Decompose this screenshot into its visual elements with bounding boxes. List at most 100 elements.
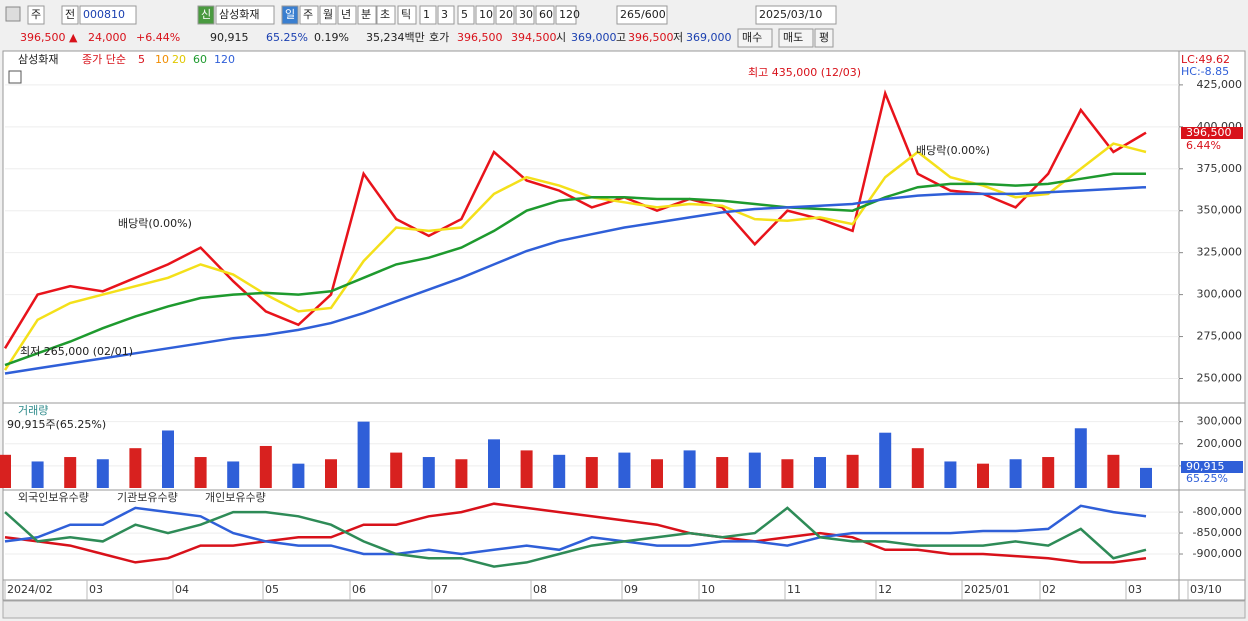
toolbar-button[interactable] — [475, 5, 495, 25]
toolbar-button[interactable] — [555, 5, 577, 25]
quote-field: 0.19% — [314, 31, 349, 44]
chart-area — [2, 50, 1246, 601]
annotation: 최고 435,000 (12/03) — [748, 66, 861, 79]
toolbar-label: 265/600 — [620, 8, 666, 21]
price-tag — [1181, 127, 1243, 139]
x-tick-label: 10 — [701, 583, 715, 596]
annotation: 배당락(0.00%) — [118, 217, 192, 230]
volume-bar — [488, 439, 500, 488]
toolbar-button[interactable] — [61, 5, 79, 25]
volume-bar — [31, 461, 44, 488]
legend-icon[interactable] — [8, 70, 22, 84]
legend-item: 종가 단순 — [82, 53, 126, 66]
legend-item: 삼성화재 — [18, 53, 58, 66]
y-tick-label: 425,000 — [1197, 78, 1243, 91]
toolbar-icon[interactable] — [5, 6, 21, 22]
toolbar-button[interactable] — [616, 5, 668, 25]
toolbar-button[interactable] — [79, 5, 137, 25]
toolbar-button[interactable] — [495, 5, 515, 25]
volume-bar — [357, 421, 370, 488]
toolbar-label: 분 — [361, 8, 371, 21]
volume-tag-label: 90,915 — [1186, 460, 1225, 473]
volume-bar — [520, 450, 533, 488]
volume-bar — [683, 450, 696, 488]
toolbar-label: 30 — [519, 8, 533, 21]
x-tick-label: 2024/02 — [7, 583, 53, 596]
volume-bar — [977, 463, 989, 488]
y-tick-label: -800,000 — [1193, 505, 1242, 518]
toolbar-label: 20 — [499, 8, 513, 21]
volume-bar — [194, 457, 207, 488]
price-tag-label: 396,500 — [1186, 126, 1232, 139]
volume-bar — [944, 461, 957, 488]
toolbar-label: 000810 — [83, 8, 125, 21]
quote-field: 호가 — [429, 31, 449, 44]
scrollbar[interactable] — [2, 600, 1246, 619]
x-tick-label: 2025/01 — [964, 583, 1010, 596]
toolbar-button[interactable] — [376, 5, 396, 25]
quote-field: 35,234백만 — [366, 31, 425, 44]
quote-field: 396,500 ▲ — [20, 31, 78, 44]
legend-item: 60 — [193, 53, 207, 66]
volume-bar — [651, 459, 663, 488]
toolbar-button[interactable] — [437, 5, 455, 25]
toolbar-button[interactable] — [755, 5, 837, 25]
volume-bar — [64, 457, 77, 488]
y-tick-label: 350,000 — [1197, 204, 1243, 217]
toolbar-label: 10 — [479, 8, 493, 21]
quote-field: 396,500 — [457, 31, 503, 44]
toolbar-button[interactable] — [357, 5, 377, 25]
volume-bar — [911, 448, 924, 488]
panel-subtitle: 90,915주(65.25%) — [7, 418, 106, 431]
x-tick-label: 03 — [1128, 583, 1142, 596]
toolbar-button[interactable] — [215, 5, 275, 25]
volume-bar — [390, 452, 403, 488]
x-tick-label: 02 — [1042, 583, 1056, 596]
y-tick-label: 325,000 — [1197, 246, 1243, 259]
toolbar-button[interactable] — [319, 5, 337, 25]
toolbar-button[interactable] — [337, 5, 357, 25]
quote-field: 24,000 — [88, 31, 127, 44]
toolbar-label: 1 — [423, 8, 430, 21]
x-tick-label: 04 — [175, 583, 189, 596]
toolbar-label: 월 — [323, 8, 333, 21]
price-line — [4, 172, 1146, 367]
y-tick-label: 300,000 — [1197, 415, 1243, 428]
y-tick-label: 200,000 — [1197, 437, 1243, 450]
toolbar-button[interactable] — [397, 5, 417, 25]
toolbar-label: 년 — [341, 8, 351, 21]
quote-field: 평 — [819, 31, 829, 44]
legend-item: 10 — [155, 53, 169, 66]
x-tick-label: 03/10 — [1190, 583, 1222, 596]
holding-line — [4, 502, 1147, 564]
order-button[interactable] — [778, 28, 814, 48]
x-tick-label: 06 — [352, 583, 366, 596]
toolbar-button[interactable] — [197, 5, 215, 25]
toolbar-button[interactable] — [457, 5, 475, 25]
legend-item: 개인보유수량 — [205, 491, 266, 504]
quote-field: 저 — [673, 31, 683, 44]
annotation: 배당락(0.00%) — [916, 144, 990, 157]
order-button[interactable] — [737, 28, 773, 48]
toolbar-button[interactable] — [419, 5, 437, 25]
volume-bar — [259, 445, 272, 488]
change-label: 6.44% — [1186, 139, 1221, 152]
quote-field: 시 — [556, 31, 566, 44]
volume-bar — [0, 454, 11, 488]
toolbar-button[interactable] — [515, 5, 535, 25]
toolbar-button[interactable] — [27, 5, 45, 25]
toolbar-label: 3 — [441, 8, 448, 21]
quote-field: +6.44% — [136, 31, 180, 44]
toolbar-label: 신 — [201, 8, 211, 21]
toolbar-label: 5 — [461, 8, 468, 21]
volume-bar — [292, 463, 305, 488]
toolbar-button[interactable] — [299, 5, 319, 25]
toolbar-label: 주 — [303, 8, 313, 21]
order-button[interactable] — [814, 28, 834, 48]
indicator: LC:49.62 — [1181, 53, 1230, 66]
toolbar-button[interactable] — [281, 5, 299, 25]
volume-bar — [1074, 428, 1087, 488]
toolbar-label: 틱 — [401, 8, 411, 21]
toolbar-button[interactable] — [535, 5, 555, 25]
